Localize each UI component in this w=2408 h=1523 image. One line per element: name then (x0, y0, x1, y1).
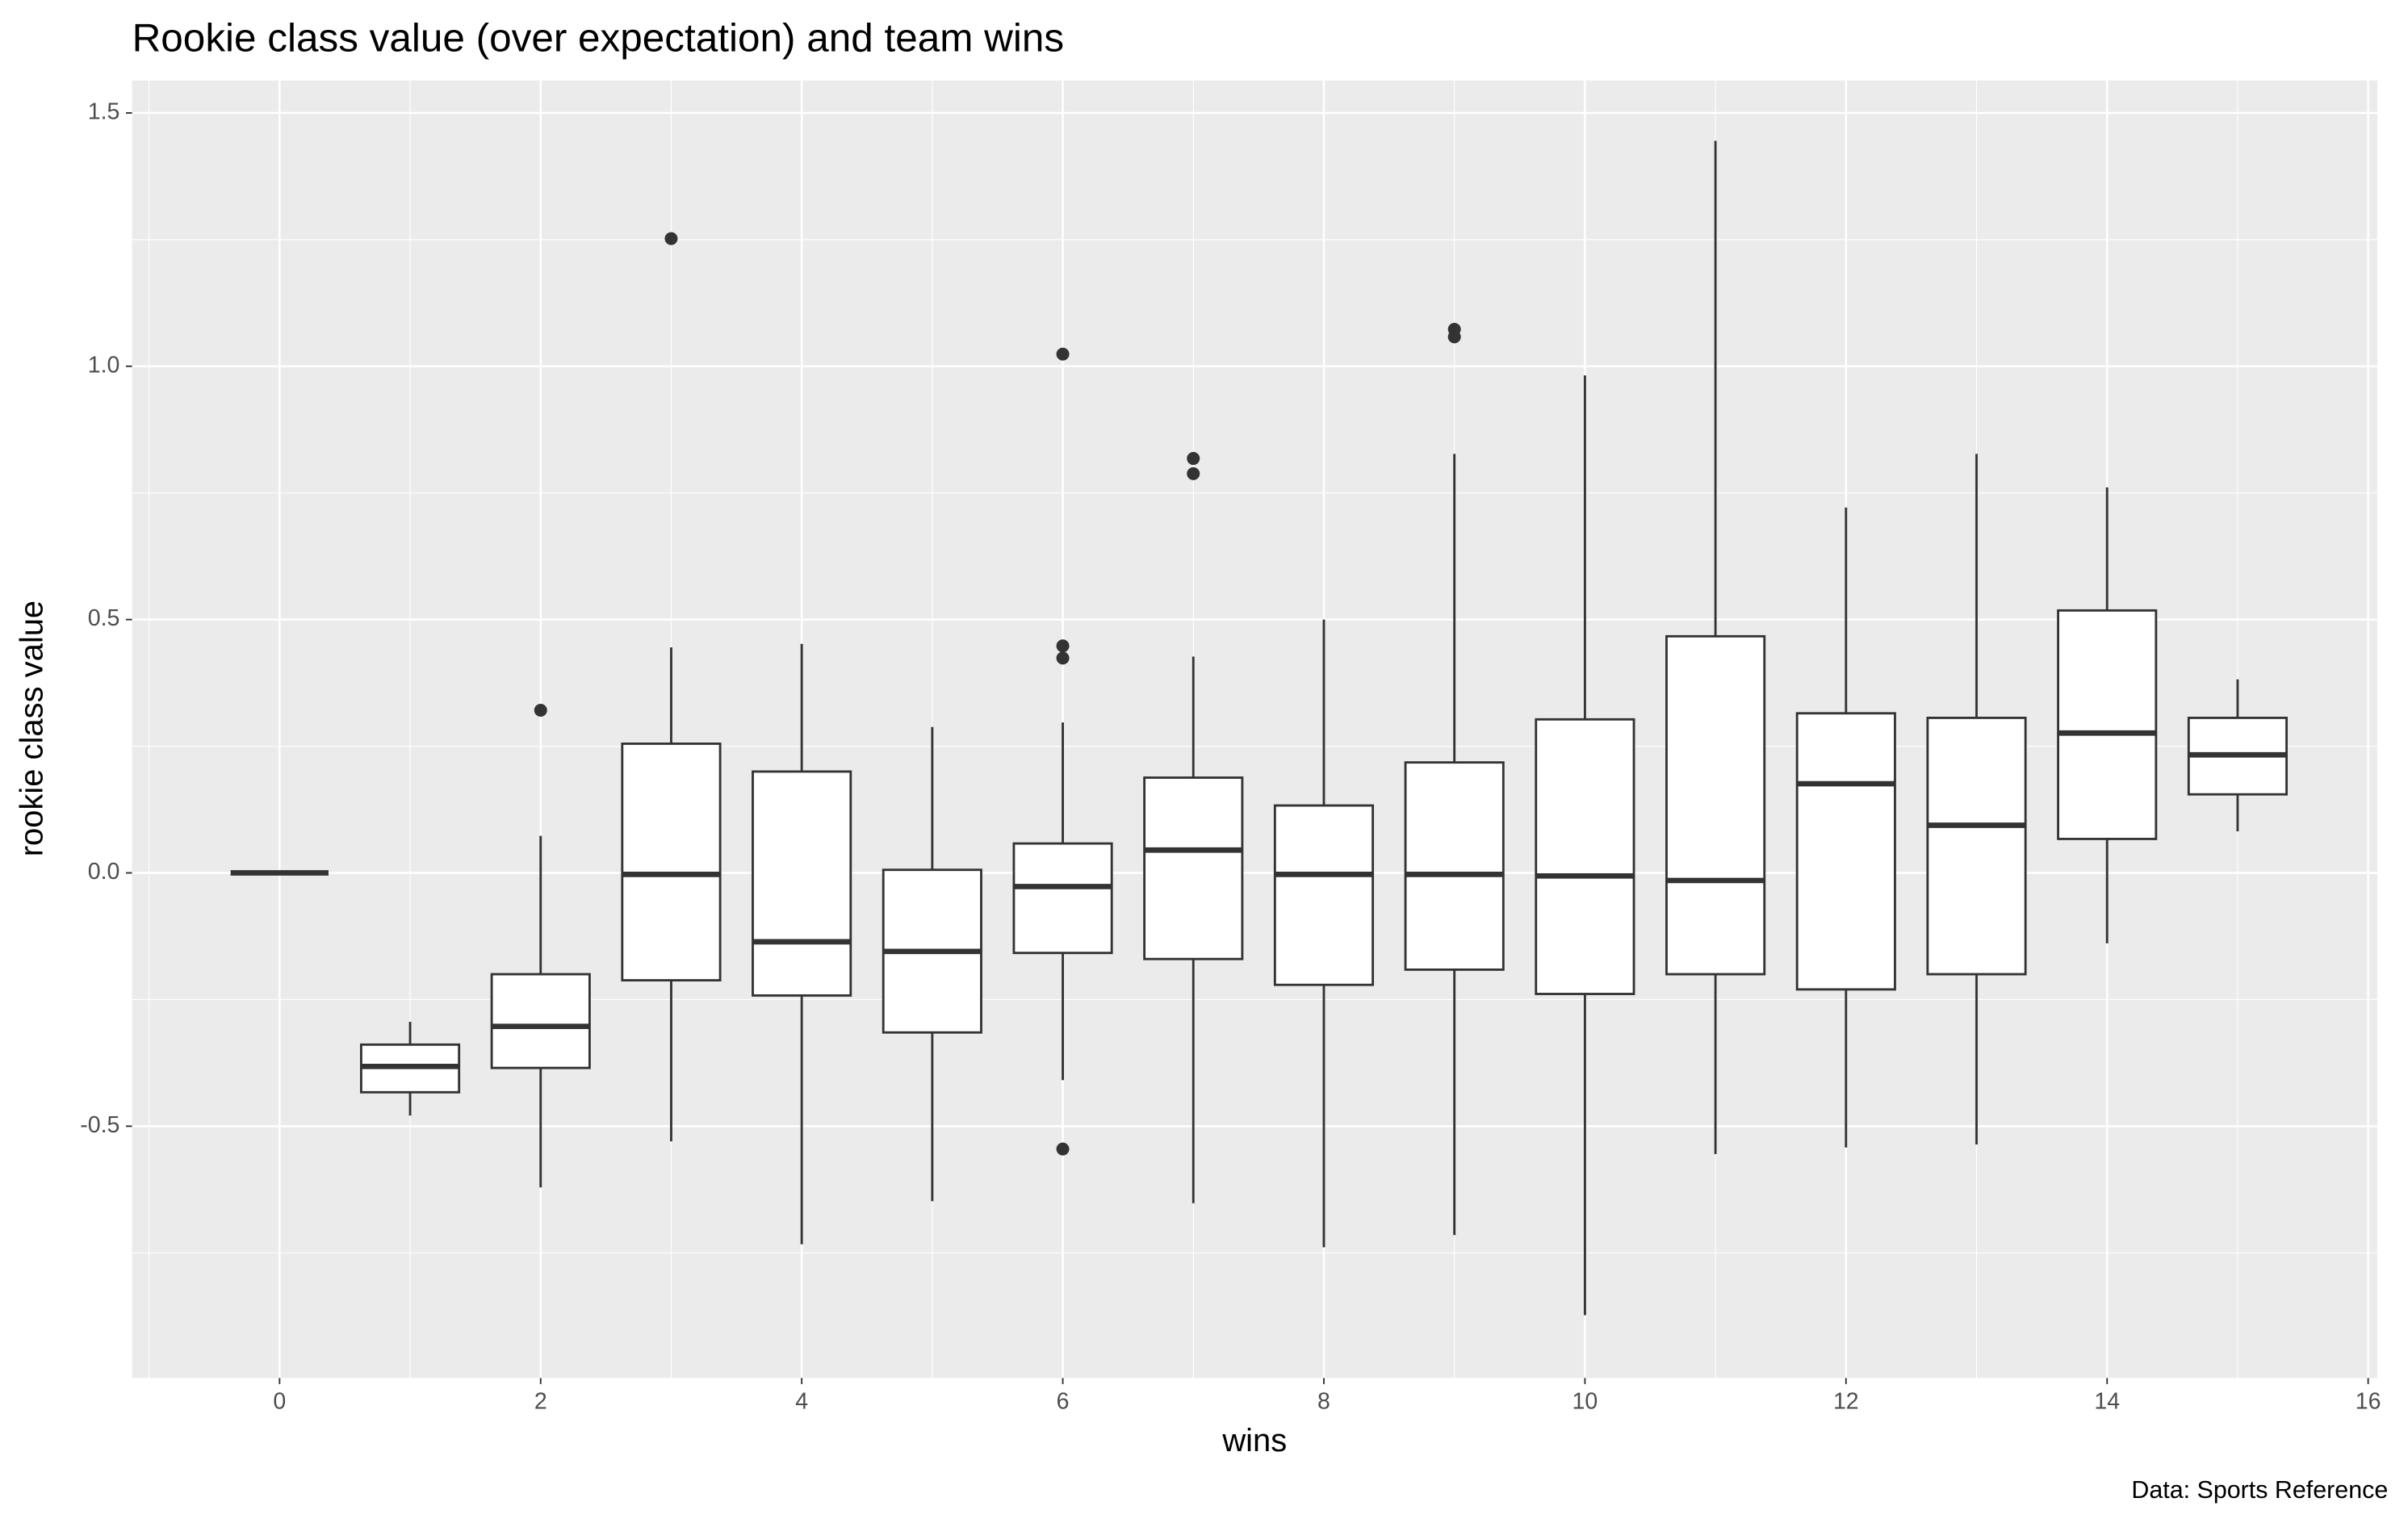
box (1795, 712, 1896, 991)
box (1926, 716, 2027, 976)
x-tick-label: 8 (1317, 1388, 1330, 1414)
outlier (534, 704, 547, 718)
box (752, 770, 852, 997)
x-tick-label: 4 (795, 1388, 808, 1414)
box (490, 973, 591, 1069)
box (1143, 776, 1244, 960)
box (1012, 842, 1113, 955)
x-tick-label: 6 (1057, 1388, 1070, 1414)
outlier (1447, 322, 1461, 336)
outlier (1056, 651, 1070, 665)
x-tick-label: 14 (2094, 1388, 2120, 1414)
box (1404, 761, 1505, 971)
box (1535, 718, 1635, 995)
outlier (1187, 467, 1200, 480)
x-axis-title: wins (1221, 1423, 1287, 1458)
box (1273, 804, 1375, 986)
y-tick-label: 1.0 (88, 352, 120, 378)
chart-title: Rookie class value (over expectation) an… (132, 15, 1064, 60)
x-tick-label: 12 (1833, 1388, 1859, 1414)
y-tick-label: 1.5 (88, 98, 120, 124)
outlier (1187, 452, 1200, 466)
x-tick-label: 0 (273, 1388, 286, 1414)
panel (132, 80, 2377, 1379)
x-tick-label: 10 (1573, 1388, 1598, 1414)
y-tick-label: 0.0 (88, 859, 120, 885)
marks (230, 140, 2288, 1316)
box (1665, 634, 1766, 976)
caption: Data: Sports Reference (2131, 1476, 2388, 1504)
box (2057, 609, 2158, 840)
outlier (1056, 1142, 1070, 1156)
outlier (1056, 639, 1070, 653)
y-tick-label: 0.5 (88, 605, 120, 631)
box (621, 743, 722, 982)
outlier (664, 232, 678, 245)
y-tick-label: -0.5 (80, 1112, 119, 1138)
x-tick-label: 2 (534, 1388, 547, 1414)
y-axis-title: rookie class value (14, 600, 49, 856)
x-tick-label: 16 (2356, 1388, 2381, 1414)
outlier (1056, 347, 1070, 361)
